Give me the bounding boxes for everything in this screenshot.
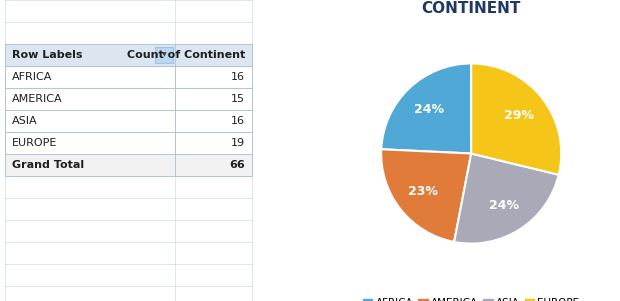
Bar	[5, 66, 252, 88]
Text: 16: 16	[231, 72, 245, 82]
Wedge shape	[471, 64, 561, 175]
Bar	[5, 286, 252, 301]
Text: 66: 66	[229, 160, 245, 170]
Text: 24%: 24%	[414, 103, 444, 116]
Text: 15: 15	[231, 94, 245, 104]
Bar	[5, 132, 252, 154]
Wedge shape	[454, 154, 559, 244]
Bar	[5, 0, 252, 22]
Text: ▼: ▼	[162, 52, 167, 57]
Bar	[5, 242, 252, 264]
Bar	[5, 198, 252, 220]
Text: AFRICA: AFRICA	[12, 72, 52, 82]
Text: EUROPE: EUROPE	[12, 138, 57, 148]
Title: CONTINENT: CONTINENT	[422, 1, 521, 16]
Text: Count of Continent: Count of Continent	[127, 50, 245, 60]
Bar	[5, 154, 252, 176]
Text: 24%: 24%	[489, 199, 520, 212]
FancyBboxPatch shape	[155, 47, 173, 63]
Text: 29%: 29%	[505, 109, 534, 122]
Text: AMERICA: AMERICA	[12, 94, 62, 104]
Text: Grand Total: Grand Total	[12, 160, 84, 170]
Text: ASIA: ASIA	[12, 116, 37, 126]
Text: 19: 19	[231, 138, 245, 148]
Bar	[5, 44, 252, 66]
Wedge shape	[381, 64, 471, 154]
Text: 23%: 23%	[408, 185, 438, 198]
Bar	[5, 264, 252, 286]
Bar	[5, 22, 252, 44]
Wedge shape	[381, 149, 471, 242]
Legend: AFRICA, AMERICA, ASIA, EUROPE: AFRICA, AMERICA, ASIA, EUROPE	[359, 294, 583, 301]
Bar	[5, 176, 252, 198]
Bar	[5, 220, 252, 242]
Text: Row Labels: Row Labels	[12, 50, 82, 60]
Bar	[5, 110, 252, 132]
Bar	[5, 88, 252, 110]
Text: 16: 16	[231, 116, 245, 126]
